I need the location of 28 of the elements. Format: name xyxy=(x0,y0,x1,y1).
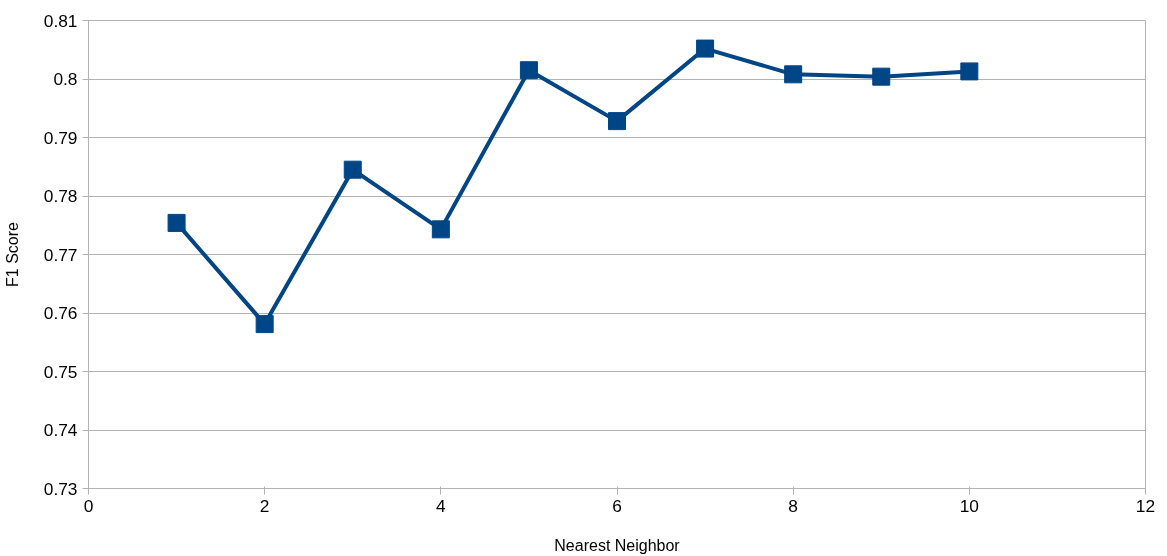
point xyxy=(960,62,979,81)
x-tick-label: 10 xyxy=(959,495,979,516)
x-tick-label: 12 xyxy=(1135,495,1156,516)
x-tick-label: 8 xyxy=(788,495,798,516)
y-tick-label: 0.81 xyxy=(43,10,78,31)
point xyxy=(696,39,715,58)
y-tick-label: 0.79 xyxy=(43,127,78,148)
point xyxy=(608,112,626,131)
point xyxy=(343,160,362,179)
point xyxy=(784,65,803,84)
y-tick-label: 0.77 xyxy=(43,244,78,265)
point xyxy=(431,220,450,239)
x-tick-label: 6 xyxy=(612,495,622,516)
x-tick-label: 4 xyxy=(436,495,447,516)
y-tick-label: 0.78 xyxy=(43,186,78,206)
x-tick-label: 2 xyxy=(259,495,270,516)
y-axis-title: F1 Score xyxy=(3,221,21,287)
y-tick-label: 0.76 xyxy=(43,303,78,323)
x-axis-title: Nearest Neighbor xyxy=(554,536,681,554)
point xyxy=(519,61,538,80)
point xyxy=(255,315,274,334)
point xyxy=(872,67,891,86)
y-tick-label: 0.75 xyxy=(43,361,78,382)
y-tick-label: 0.8 xyxy=(53,69,78,89)
y-tick-label: 0.73 xyxy=(43,478,78,499)
point xyxy=(167,213,186,232)
x-tick-label: 0 xyxy=(83,495,94,516)
y-tick-label: 0.74 xyxy=(43,420,78,440)
